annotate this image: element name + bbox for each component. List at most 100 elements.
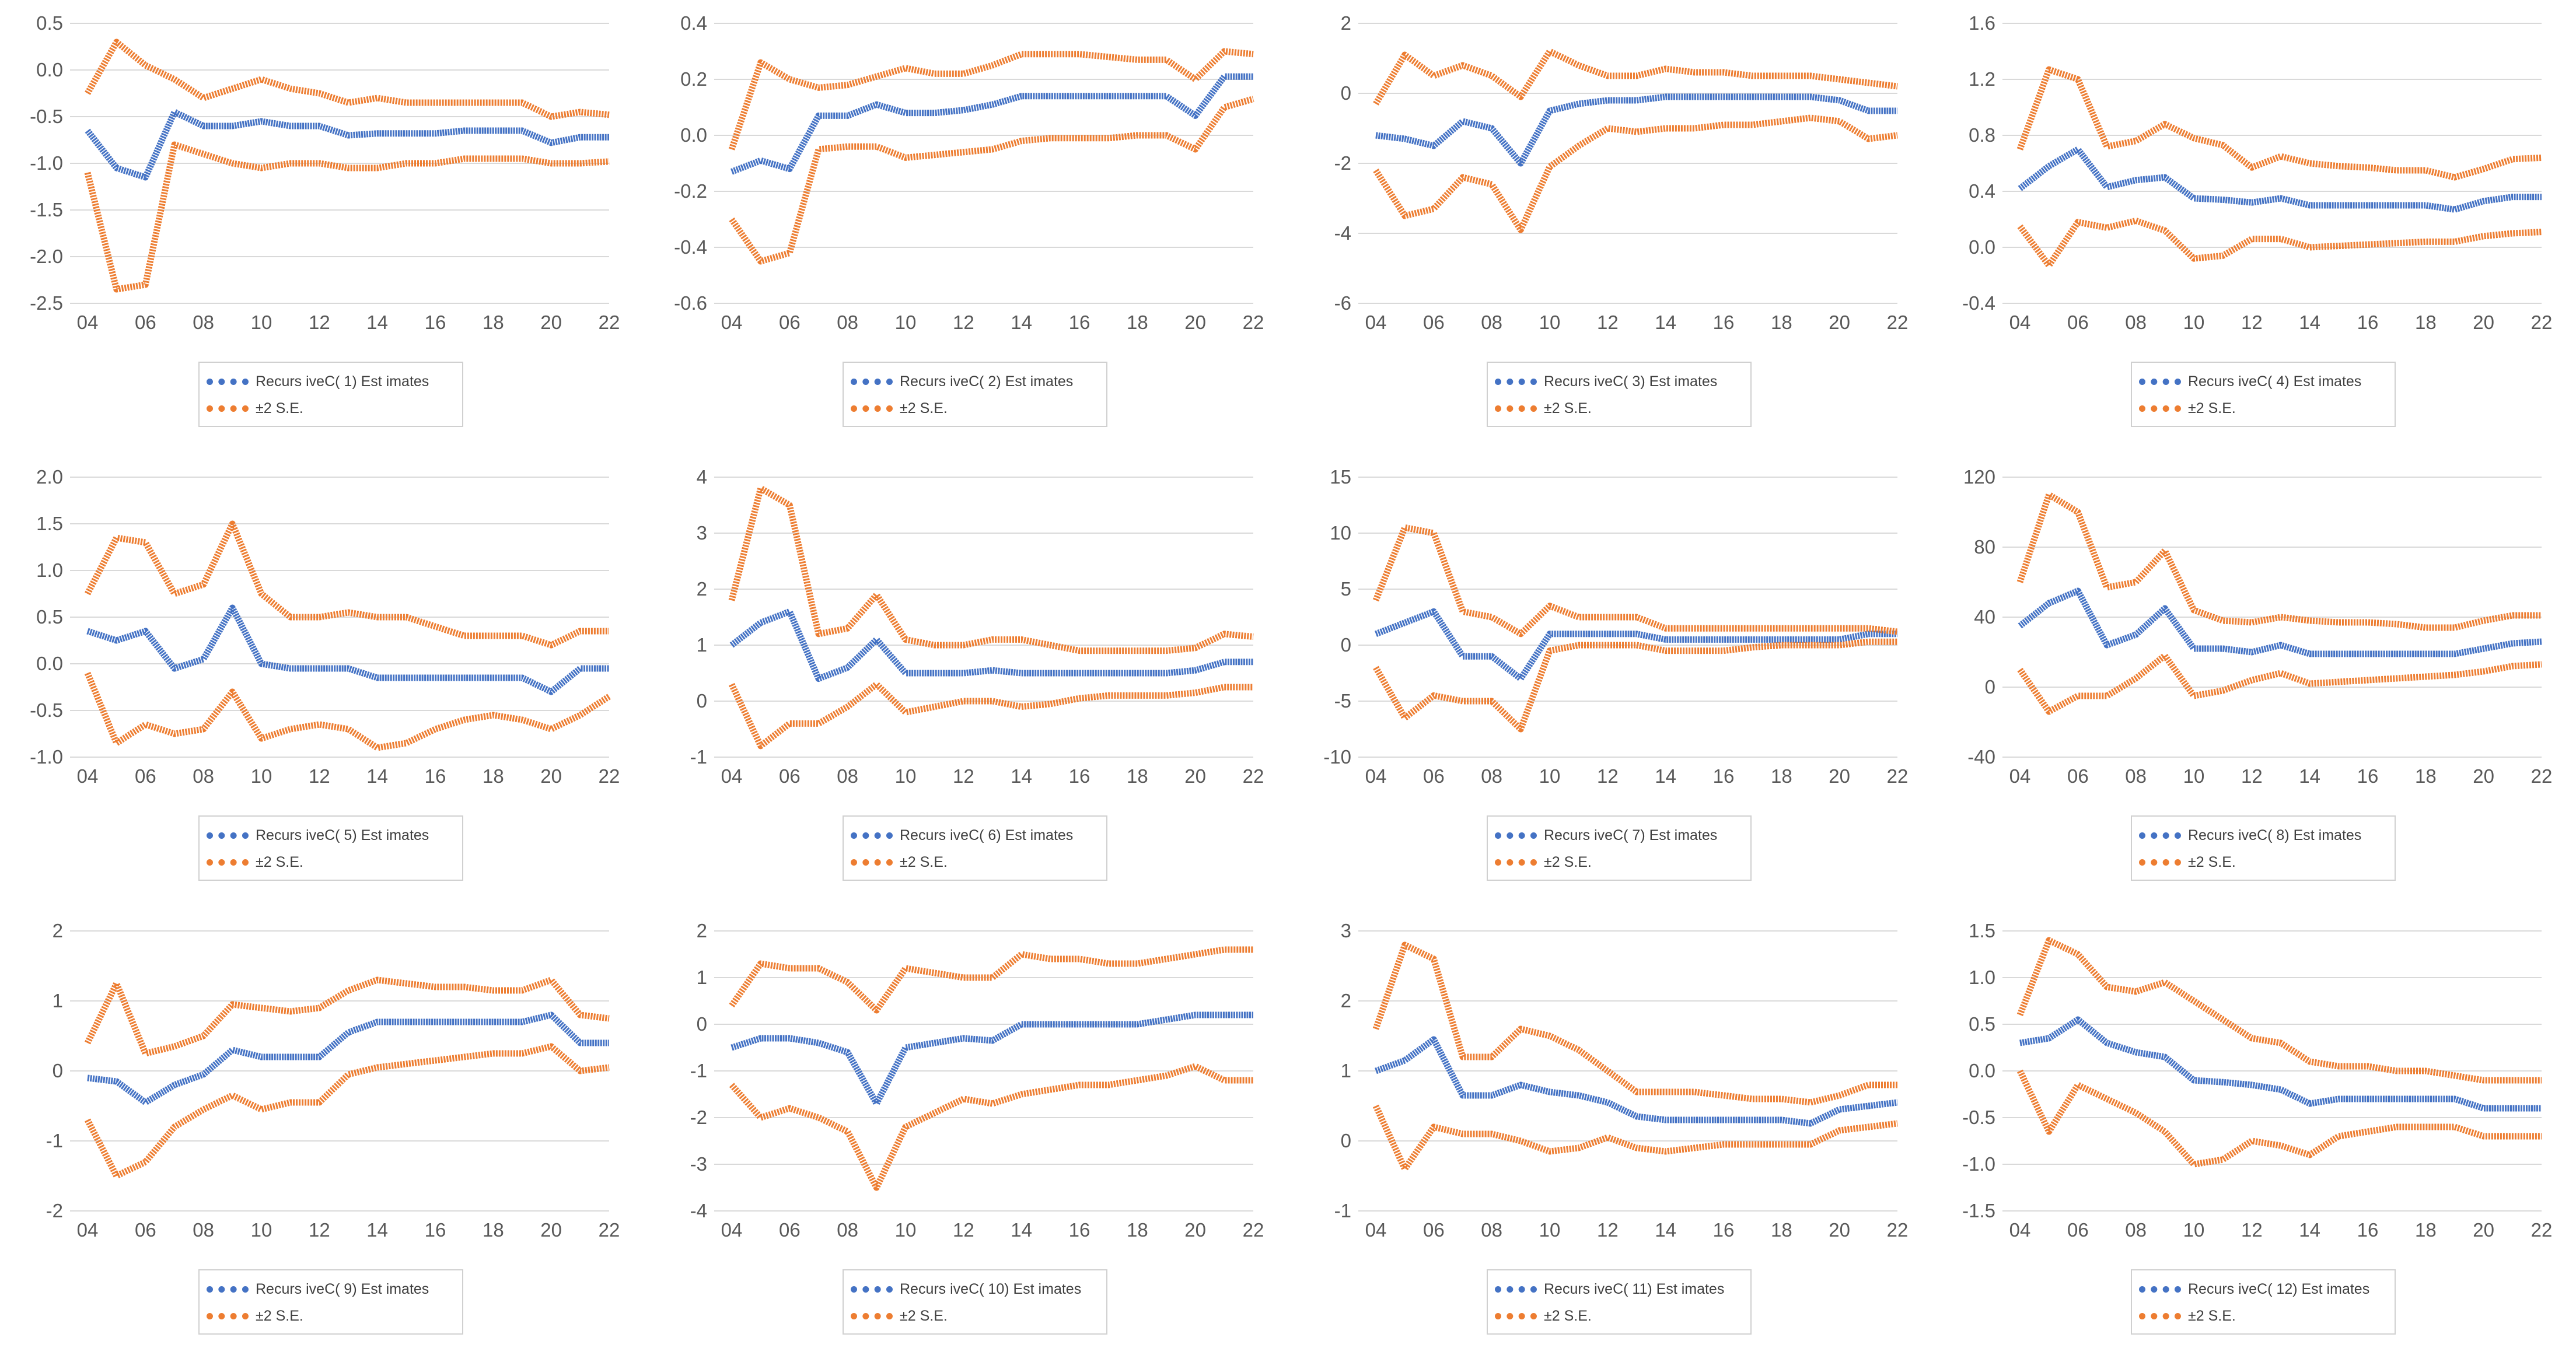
x-tick-label: 06 bbox=[135, 311, 156, 333]
series-line-se-upper bbox=[2016, 66, 2542, 181]
x-tick-label: 10 bbox=[2183, 311, 2205, 333]
series-line-se-upper bbox=[2016, 491, 2542, 631]
legend: Recurs iveC( 5) Est imates ±2 S.E. bbox=[198, 815, 463, 881]
x-tick-label: 06 bbox=[2067, 1219, 2089, 1241]
y-tick-label: 2 bbox=[697, 578, 707, 600]
series-line-estimate bbox=[2018, 146, 2542, 213]
series-line-estimate bbox=[730, 73, 1253, 175]
chart-panel-1: 0.5 0.0 -0.5 -1.0 -1.5 -2.0 -2.5 04 06 08 10 12 14 16… bbox=[0, 0, 644, 454]
chart-panel-3: 2 0 -2 -4 -6 04 06 08 10 12 14 16 18 20 22 Recurs iveC(… bbox=[1288, 0, 1932, 454]
legend-swatch bbox=[1495, 832, 1537, 839]
legend: Recurs iveC( 10) Est imates ±2 S.E. bbox=[843, 1269, 1107, 1335]
x-tick-label: 14 bbox=[2299, 1219, 2320, 1241]
x-tick-label: 14 bbox=[2299, 765, 2320, 787]
chart-svg-12: 1.5 1.0 0.5 0.0 -0.5 -1.0 -1.5 04 06 08 10 12 14 16 18… bbox=[1962, 920, 2552, 1241]
legend-item-se: ±2 S.E. bbox=[851, 850, 948, 874]
x-tick-label: 08 bbox=[837, 311, 858, 333]
x-tick-label: 18 bbox=[483, 765, 504, 787]
x-tick-label: 22 bbox=[2531, 311, 2553, 333]
x-tick-label: 12 bbox=[953, 765, 974, 787]
legend-item-se: ±2 S.E. bbox=[1495, 850, 1592, 874]
x-tick-label: 18 bbox=[2415, 311, 2437, 333]
y-tick-label: 0.0 bbox=[36, 59, 63, 80]
x-tick-label: 16 bbox=[1713, 1219, 1735, 1241]
y-tick-label: -1 bbox=[690, 746, 707, 768]
x-tick-label: 22 bbox=[1243, 311, 1264, 333]
x-tick-label: 18 bbox=[1771, 1219, 1792, 1241]
series-line-estimate bbox=[1375, 1036, 1898, 1127]
x-tick-label: 22 bbox=[1887, 765, 1909, 787]
x-tick-label: 04 bbox=[2009, 311, 2031, 333]
y-tick-label: 0.5 bbox=[36, 606, 63, 628]
legend-label: ±2 S.E. bbox=[2188, 400, 2236, 416]
x-tick-label: 10 bbox=[251, 1219, 272, 1241]
x-tick-label: 14 bbox=[366, 311, 388, 333]
y-tick-label: -10 bbox=[1323, 746, 1351, 768]
chart-svg-1: 0.5 0.0 -0.5 -1.0 -1.5 -2.0 -2.5 04 06 08 10 12 14 16… bbox=[30, 12, 620, 333]
chart-panel-8: 120 80 40 0 -40 04 06 08 10 12 14 16 18 20 22 Recurs iv… bbox=[1932, 454, 2576, 908]
legend-item-estimate: Recurs iveC( 5) Est imates bbox=[207, 824, 429, 847]
y-tick-label: -2 bbox=[690, 1107, 707, 1128]
y-tick-label: -2.0 bbox=[30, 246, 63, 267]
y-tick-label: 1.5 bbox=[1969, 920, 1995, 941]
x-tick-label: 18 bbox=[1127, 311, 1148, 333]
legend-label: ±2 S.E. bbox=[256, 853, 303, 870]
legend: Recurs iveC( 4) Est imates ±2 S.E. bbox=[2131, 362, 2396, 427]
legend-label: Recurs iveC( 1) Est imates bbox=[256, 373, 429, 390]
x-tick-label: 22 bbox=[599, 1219, 620, 1241]
x-tick-label: 20 bbox=[1829, 311, 1850, 333]
y-tick-label: 2 bbox=[1341, 990, 1351, 1011]
x-tick-label: 22 bbox=[599, 311, 620, 333]
x-tick-label: 06 bbox=[1423, 1219, 1445, 1241]
chart-panel-2: 0.4 0.2 0.0 -0.2 -0.4 -0.6 04 06 08 10 12 14 16 18 20 2… bbox=[644, 0, 1288, 454]
y-tick-label: 5 bbox=[1341, 578, 1351, 600]
chart-panel-10: 2 1 0 -1 -2 -3 -4 04 06 08 10 12 14 16 18 20 22 Recurs iv… bbox=[644, 908, 1288, 1361]
legend-item-estimate: Recurs iveC( 2) Est imates bbox=[851, 370, 1073, 393]
legend-swatch bbox=[851, 405, 893, 412]
chart-svg-9: 210-1-204 06 08 10 12 14 16 18 20 22 bbox=[46, 920, 620, 1241]
x-tick-label: 14 bbox=[2299, 311, 2320, 333]
series-line-se-upper bbox=[728, 48, 1254, 150]
x-tick-label: 12 bbox=[2241, 1219, 2263, 1241]
y-tick-label: 0.8 bbox=[1969, 124, 1995, 146]
x-tick-label: 14 bbox=[1655, 1219, 1676, 1241]
y-tick-label: -0.4 bbox=[674, 236, 707, 258]
y-tick-label: 0.5 bbox=[36, 12, 63, 34]
x-tick-label: 18 bbox=[2415, 1219, 2437, 1241]
legend-swatch bbox=[851, 832, 893, 839]
legend-item-estimate: Recurs iveC( 12) Est imates bbox=[2139, 1277, 2369, 1301]
y-tick-label: -4 bbox=[690, 1200, 707, 1221]
x-tick-label: 10 bbox=[1539, 1219, 1561, 1241]
legend-item-se: ±2 S.E. bbox=[1495, 397, 1592, 420]
legend-swatch bbox=[851, 1312, 893, 1319]
y-tick-label: -6 bbox=[1334, 292, 1351, 314]
x-tick-label: 18 bbox=[1771, 765, 1792, 787]
x-tick-label: 12 bbox=[953, 1219, 974, 1241]
legend-label: ±2 S.E. bbox=[1544, 853, 1592, 870]
legend-label: Recurs iveC( 6) Est imates bbox=[900, 827, 1074, 843]
x-tick-label: 12 bbox=[1597, 1219, 1619, 1241]
x-tick-label: 06 bbox=[135, 1219, 156, 1241]
x-tick-label: 22 bbox=[2531, 765, 2553, 787]
y-tick-label: 1.0 bbox=[36, 559, 63, 581]
legend-swatch bbox=[207, 1312, 249, 1319]
x-tick-label: 10 bbox=[2183, 1219, 2205, 1241]
legend-swatch bbox=[2139, 1286, 2181, 1293]
legend-label: Recurs iveC( 7) Est imates bbox=[1544, 827, 1718, 843]
series-line-se-lower bbox=[85, 1043, 610, 1179]
y-tick-label: 2 bbox=[53, 920, 63, 941]
x-tick-label: 06 bbox=[1423, 765, 1445, 787]
legend-swatch bbox=[2139, 405, 2181, 412]
x-tick-label: 12 bbox=[309, 311, 330, 333]
x-tick-label: 18 bbox=[483, 311, 504, 333]
x-tick-label: 04 bbox=[721, 765, 743, 787]
series-line-se-lower bbox=[729, 96, 1254, 265]
x-tick-label: 04 bbox=[721, 311, 743, 333]
series-line-se-upper bbox=[1372, 941, 1897, 1106]
y-tick-label: -1.0 bbox=[1962, 1153, 1995, 1175]
x-tick-label: 10 bbox=[251, 311, 272, 333]
legend: Recurs iveC( 3) Est imates ±2 S.E. bbox=[1487, 362, 1752, 427]
legend-label: ±2 S.E. bbox=[2188, 853, 2236, 870]
x-tick-label: 14 bbox=[1011, 1219, 1032, 1241]
y-tick-label: 0.0 bbox=[1969, 236, 1995, 258]
